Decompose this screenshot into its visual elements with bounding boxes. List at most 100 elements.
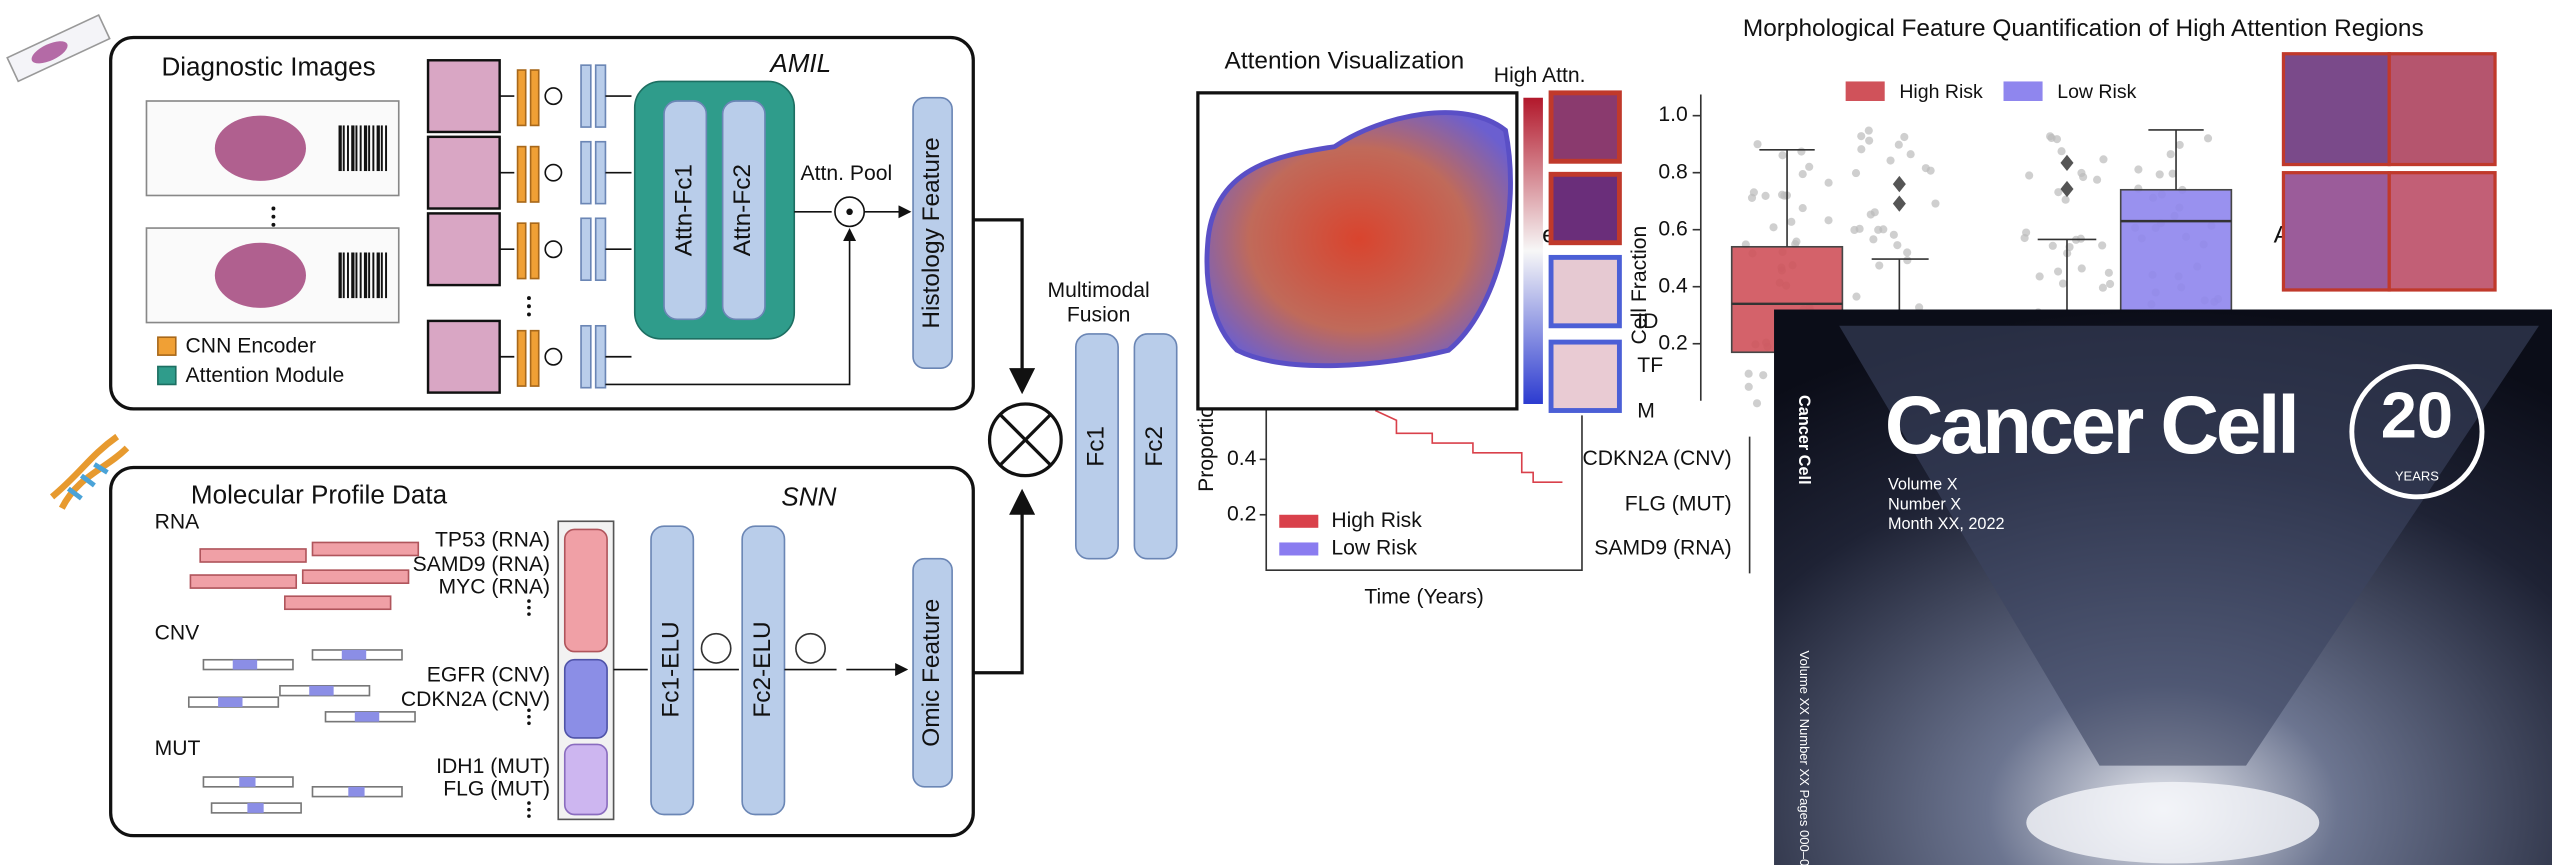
colorbar-label: High Attn. bbox=[1494, 64, 1586, 87]
barcode-bar bbox=[339, 252, 342, 298]
tissue-image bbox=[2389, 173, 2495, 290]
mut-block bbox=[565, 744, 607, 814]
gene-label: EGFR (CNV) bbox=[427, 664, 550, 687]
patch bbox=[428, 137, 500, 209]
feature-label: Omic Feature bbox=[918, 599, 945, 747]
cnn-encoder bbox=[518, 223, 526, 278]
embedding bbox=[581, 326, 591, 388]
legend-label: High Risk bbox=[1899, 81, 1983, 103]
sample-point bbox=[1890, 231, 1898, 239]
sample-point bbox=[1893, 241, 1901, 249]
cnv-segment bbox=[309, 686, 333, 696]
ellipsis-dot bbox=[527, 606, 531, 610]
sample-point bbox=[2049, 242, 2057, 250]
anniversary-label: YEARS bbox=[2395, 469, 2439, 484]
ellipsis-dot bbox=[527, 814, 531, 818]
sample-point bbox=[2098, 241, 2106, 249]
embedding bbox=[596, 142, 606, 204]
rna-block bbox=[565, 529, 607, 651]
cut-text: M bbox=[1637, 400, 1655, 423]
y-tick-label: 0.4 bbox=[1658, 274, 1688, 297]
sample-point bbox=[1761, 192, 1769, 200]
sample-point bbox=[2099, 284, 2107, 292]
slide-tissue bbox=[215, 116, 306, 181]
gene-label: SAMD9 (RNA) bbox=[413, 553, 550, 576]
sample-point bbox=[2204, 134, 2212, 142]
y-tick-label: 0.4 bbox=[1227, 447, 1257, 470]
cover-issue: Volume X bbox=[1888, 476, 1958, 494]
cnn-encoder bbox=[531, 223, 539, 278]
cnn-encoder bbox=[518, 70, 526, 125]
tissue-image bbox=[2283, 54, 2389, 165]
legend-swatch bbox=[158, 367, 176, 385]
cnn-encoder bbox=[531, 70, 539, 125]
gene-label: CDKN2A (CNV) bbox=[401, 688, 550, 711]
sample-point bbox=[1792, 238, 1800, 246]
pool-dot bbox=[846, 209, 853, 216]
residual-add bbox=[545, 241, 561, 257]
patch-high bbox=[1551, 93, 1619, 161]
sample-point bbox=[1745, 383, 1753, 391]
group-label: RNA bbox=[155, 510, 201, 533]
legend-label: CNN Encoder bbox=[186, 335, 316, 358]
sample-point bbox=[1799, 170, 1807, 178]
barcode-bar bbox=[377, 252, 380, 298]
page-body: { "amil_panel": {"title": "Diagnostic Im… bbox=[0, 0, 2552, 865]
cover-title: Cancer Cell bbox=[1885, 380, 2297, 471]
residual-add bbox=[545, 165, 561, 181]
barcode-bar bbox=[364, 125, 367, 171]
tissue-image bbox=[2283, 173, 2389, 290]
barcode-bar bbox=[351, 125, 354, 171]
sample-point bbox=[1931, 199, 1939, 207]
pool-label: Attn. Pool bbox=[800, 162, 892, 185]
embedding bbox=[581, 65, 591, 127]
sample-point bbox=[1797, 147, 1805, 155]
box bbox=[2121, 190, 2232, 315]
sample-point bbox=[1865, 137, 1873, 145]
sample-point bbox=[1907, 150, 1915, 158]
sample-point bbox=[1753, 399, 1761, 407]
model-name: SNN bbox=[781, 481, 836, 511]
sample-point bbox=[2106, 280, 2114, 288]
panel-title: Molecular Profile Data bbox=[191, 480, 448, 510]
cnn-encoder bbox=[518, 331, 526, 386]
y-tick-label: 0.2 bbox=[1227, 502, 1256, 525]
sample-point bbox=[1895, 141, 1903, 149]
layer-label: Attn-Fc2 bbox=[729, 164, 756, 256]
sample-point bbox=[1857, 145, 1865, 153]
sample-point bbox=[1875, 261, 1883, 269]
sample-point bbox=[2176, 141, 2184, 149]
attention-module bbox=[635, 81, 795, 338]
cnn-encoder bbox=[518, 147, 526, 202]
slide-icon bbox=[7, 15, 109, 81]
sample-point bbox=[1745, 370, 1753, 378]
barcode-bar bbox=[381, 125, 383, 171]
y-tick-label: 1.0 bbox=[1658, 103, 1687, 126]
sample-point bbox=[1759, 371, 1767, 379]
sample-point bbox=[2167, 150, 2175, 158]
barcode-bar bbox=[385, 252, 387, 298]
journal-cover: Cancer Cell Volume X Number X Month XX, … bbox=[1774, 310, 2552, 865]
sample-point bbox=[1857, 132, 1865, 140]
ellipsis-dot bbox=[527, 721, 531, 725]
gene-label: IDH1 (MUT) bbox=[436, 755, 550, 778]
model-name: AMIL bbox=[768, 48, 831, 78]
barcode-bar bbox=[368, 125, 370, 171]
rna-bar bbox=[303, 570, 409, 583]
legend-label: Attention Module bbox=[186, 364, 345, 387]
fusion-title: Multimodal bbox=[1047, 279, 1149, 302]
sample-point bbox=[1869, 235, 1877, 243]
sample-point bbox=[1825, 179, 1833, 187]
legend-swatch bbox=[1279, 542, 1318, 555]
cover-issue: Number X bbox=[1888, 495, 1961, 513]
dna-icon bbox=[52, 437, 127, 509]
arrow bbox=[973, 492, 1022, 673]
barcode-bar bbox=[347, 125, 349, 171]
mut-segment bbox=[348, 787, 364, 797]
sample-point bbox=[1900, 133, 1908, 141]
feature-label: Histology Feature bbox=[918, 137, 945, 328]
sample-point bbox=[2053, 135, 2061, 143]
group-label: CNV bbox=[155, 621, 201, 644]
layer-label: Fc2 bbox=[1141, 426, 1168, 467]
dna-strand bbox=[52, 437, 127, 509]
